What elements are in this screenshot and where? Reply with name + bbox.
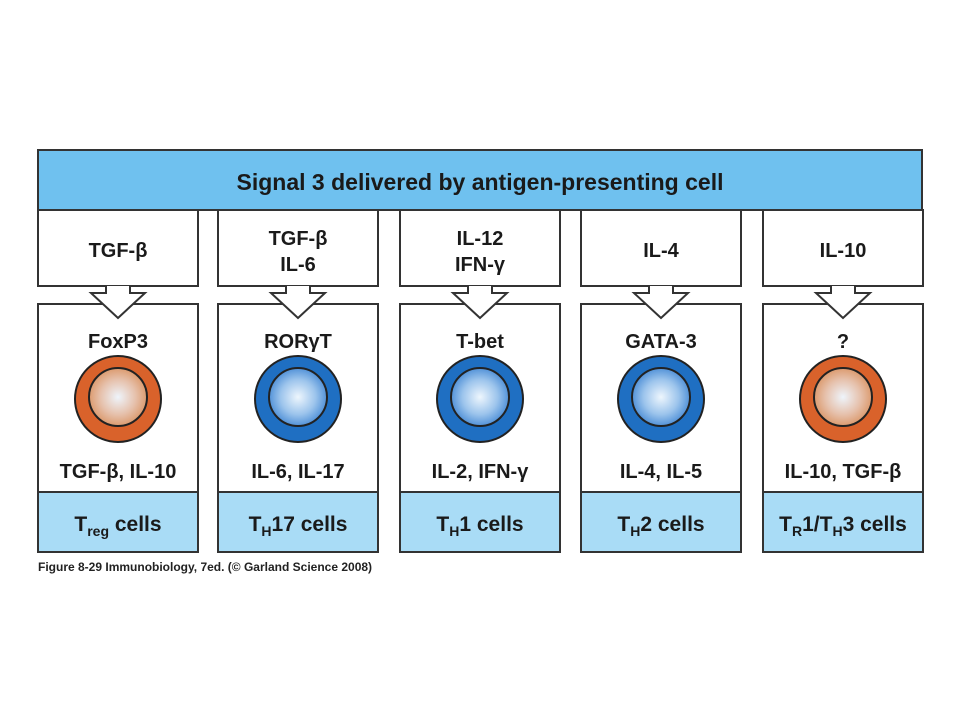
cell-type-text: T bbox=[617, 513, 630, 536]
cell-type-text: 1 cells bbox=[459, 513, 523, 536]
secreted-cytokines: IL-10, TGF-β bbox=[785, 461, 902, 483]
header-background bbox=[37, 149, 923, 211]
cell-type-label: TH17 cells bbox=[249, 513, 348, 539]
cell-type-label: Treg cells bbox=[74, 513, 161, 539]
columns: TGF-β FoxP3 TGF-β, IL-10 Treg cells TGF-β IL-… bbox=[37, 209, 924, 553]
signal-label: IFN-γ bbox=[455, 254, 506, 276]
signal-box bbox=[580, 209, 742, 287]
signal-label: IL-10 bbox=[820, 240, 867, 262]
transcription-factor: FoxP3 bbox=[88, 331, 148, 353]
signal-label: IL-12 bbox=[457, 228, 504, 250]
cell-type-subscript: reg bbox=[87, 523, 109, 539]
transcription-factor: RORγT bbox=[264, 331, 332, 353]
down-arrow-icon bbox=[88, 286, 148, 320]
cell-type-subscript: H bbox=[261, 523, 271, 539]
column-2: TGF-β IL-6 RORγT IL-6, IL-17 TH17 cells bbox=[217, 209, 379, 553]
down-arrow-icon bbox=[631, 286, 691, 320]
cell-type-text: T bbox=[779, 513, 792, 536]
cell-type-text: T bbox=[74, 513, 87, 536]
cell-nucleus-icon bbox=[813, 367, 873, 427]
cell-type-label: TR1/TH3 cells bbox=[779, 513, 907, 539]
signal-label: TGF-β bbox=[269, 228, 328, 250]
column-5: IL-10? IL-10, TGF-β TR1/TH3 cells bbox=[762, 209, 924, 553]
column-3: IL-12 IFN-γ T-bet IL-2, IFN-γ TH1 cells bbox=[399, 209, 561, 553]
cell-type-box bbox=[580, 491, 742, 553]
cell-type-label: TH2 cells bbox=[617, 513, 704, 539]
cell-type-subscript: H bbox=[832, 523, 842, 539]
figure-caption: Figure 8-29 Immunobiology, 7ed. (© Garla… bbox=[38, 560, 373, 574]
signal-box bbox=[762, 209, 924, 287]
cell-nucleus-icon bbox=[88, 367, 148, 427]
secreted-cytokines: IL-4, IL-5 bbox=[620, 461, 702, 483]
signal-label: TGF-β bbox=[89, 240, 148, 262]
down-arrow-icon bbox=[268, 286, 328, 320]
header-title: Signal 3 delivered by antigen-presenting… bbox=[237, 169, 724, 195]
transcription-factor: ? bbox=[837, 331, 849, 353]
cell-type-text: 2 cells bbox=[640, 513, 704, 536]
cell-type-box bbox=[37, 491, 199, 553]
cell-nucleus-icon bbox=[268, 367, 328, 427]
signal-label: IL-6 bbox=[280, 254, 316, 276]
signal-box bbox=[217, 209, 379, 287]
cell-type-subscript: R bbox=[792, 523, 802, 539]
cell-type-subscript: H bbox=[449, 523, 459, 539]
cell-type-text: T bbox=[249, 513, 262, 536]
signal-label: IL-4 bbox=[643, 240, 679, 262]
secreted-cytokines: IL-6, IL-17 bbox=[251, 461, 344, 483]
header-bar: Signal 3 delivered by antigen-presenting… bbox=[37, 149, 923, 211]
transcription-factor: T-bet bbox=[456, 331, 504, 353]
cell-type-text: 17 cells bbox=[272, 513, 348, 536]
down-arrow-icon bbox=[813, 286, 873, 320]
signal-box bbox=[399, 209, 561, 287]
secreted-cytokines: TGF-β, IL-10 bbox=[60, 461, 177, 483]
cell-type-text: 3 cells bbox=[843, 513, 907, 536]
column-1: TGF-β FoxP3 TGF-β, IL-10 Treg cells bbox=[37, 209, 199, 553]
secreted-cytokines: IL-2, IFN-γ bbox=[432, 461, 530, 483]
cell-type-text: cells bbox=[109, 513, 162, 536]
cell-type-text: T bbox=[436, 513, 449, 536]
down-arrow-icon bbox=[450, 286, 510, 320]
cell-type-subscript: H bbox=[630, 523, 640, 539]
cell-type-box bbox=[217, 491, 379, 553]
cell-type-box bbox=[762, 491, 924, 553]
transcription-factor: GATA-3 bbox=[625, 331, 696, 353]
column-4: IL-4 GATA-3 IL-4, IL-5 TH2 cells bbox=[580, 209, 742, 553]
cell-nucleus-icon bbox=[450, 367, 510, 427]
cell-type-text: 1/T bbox=[802, 513, 833, 536]
cell-type-box bbox=[399, 491, 561, 553]
cell-nucleus-icon bbox=[631, 367, 691, 427]
cell-type-label: TH1 cells bbox=[436, 513, 523, 539]
signal-box bbox=[37, 209, 199, 287]
